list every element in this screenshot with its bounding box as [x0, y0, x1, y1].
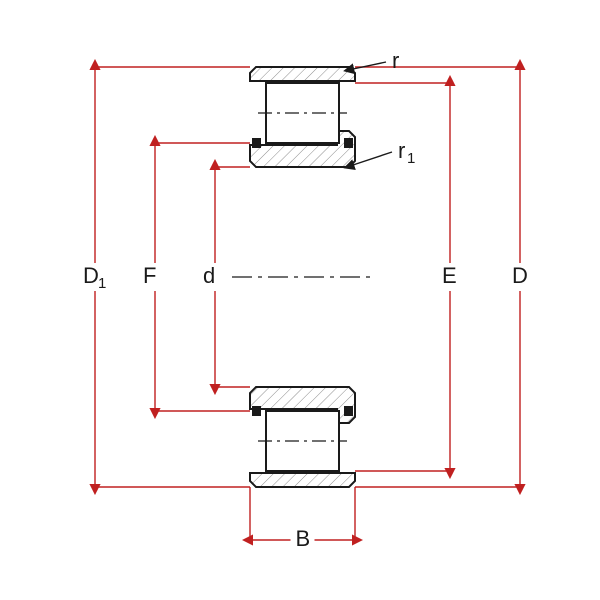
dim-label-D1: D: [83, 263, 99, 288]
dim-label-d: d: [203, 263, 215, 288]
anno-label-r1-sub: 1: [407, 150, 415, 167]
anno-label-r1: r: [398, 138, 405, 163]
outer-ring-bottom: [250, 473, 355, 487]
cage-tab-top-1: [344, 138, 353, 148]
leader-r: [353, 62, 386, 69]
dim-label-D: D: [512, 263, 528, 288]
dim-label-B: B: [296, 526, 311, 551]
cage-tab-top-0: [252, 138, 261, 148]
roller-top: [266, 83, 339, 143]
roller-bottom: [266, 411, 339, 471]
anno-label-r: r: [392, 48, 399, 73]
dim-label-E: E: [442, 263, 457, 288]
dim-label-F: F: [143, 263, 156, 288]
outer-ring-top: [250, 67, 355, 81]
leader-r1: [353, 152, 392, 165]
cage-tab-bottom-0: [252, 406, 261, 416]
cage-tab-bottom-1: [344, 406, 353, 416]
dim-label-D1-sub: 1: [98, 275, 106, 292]
bearing-diagram: D1FdEDBrr1: [0, 0, 600, 600]
